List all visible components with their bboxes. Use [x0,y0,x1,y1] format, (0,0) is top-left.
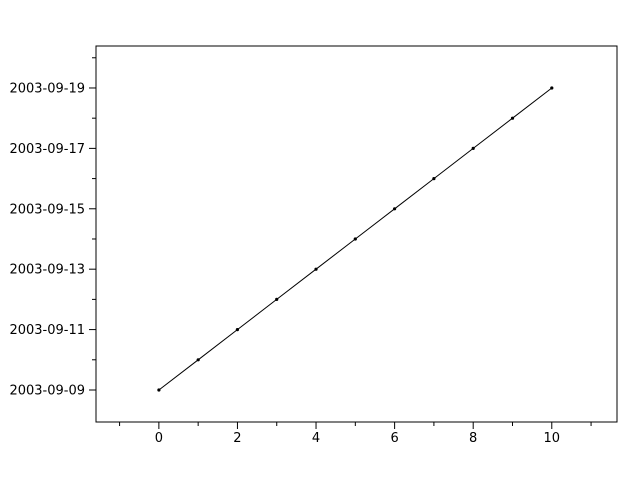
x-axis-tick-label: 2 [233,431,241,446]
data-point-marker [432,177,436,181]
y-axis-tick-label: 2003-09-09 [9,383,85,398]
y-axis-tick-label: 2003-09-13 [9,263,85,278]
data-point-marker [157,388,161,392]
x-axis-tick-label: 6 [390,431,398,446]
data-point-marker [550,86,554,90]
plot-border [95,45,618,423]
x-axis-tick-label: 0 [155,431,163,446]
x-axis-tick-label: 4 [312,431,320,446]
x-axis-tick-label: 8 [469,431,477,446]
data-point-marker [393,207,397,211]
data-point-marker [510,116,515,120]
y-axis-tick-label: 2003-09-11 [9,323,85,338]
data-point-marker [471,146,475,150]
y-axis-tick-label: 2003-09-19 [9,81,85,96]
x-axis-tick-label: 10 [544,431,561,446]
data-point-marker [235,328,239,332]
y-axis-tick-label: 2003-09-15 [9,202,85,217]
data-point-marker [353,237,357,241]
data-point-marker [196,358,200,362]
y-axis-tick-label: 2003-09-17 [9,142,85,157]
data-point-marker [314,267,318,271]
data-point-marker [275,297,279,301]
